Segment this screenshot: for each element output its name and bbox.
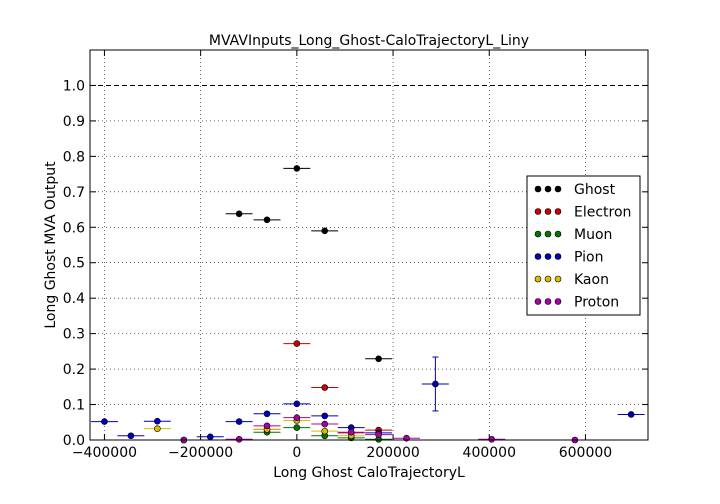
y-tick-label: 0.5 [63, 256, 85, 272]
data-point [154, 417, 161, 425]
data-point [293, 165, 301, 172]
y-tick-label: 0.4 [63, 291, 85, 307]
y-tick-label: 0.2 [63, 362, 85, 378]
y-tick-label: 0.7 [63, 185, 85, 201]
legend-marker [544, 253, 552, 260]
y-tick-label: 0.8 [63, 149, 85, 165]
legend-marker [544, 275, 552, 283]
legend-marker [544, 208, 552, 215]
data-point [263, 422, 271, 430]
legend-marker [534, 275, 542, 283]
y-tick-label: 0.0 [63, 433, 85, 449]
legend-marker [544, 185, 552, 193]
legend-marker [534, 208, 542, 215]
legend-marker [534, 253, 542, 260]
legend-marker [544, 298, 552, 305]
legend-marker [534, 230, 542, 238]
legend-label-ghost: Ghost [574, 182, 616, 198]
x-tick-label: 600000 [559, 445, 612, 461]
legend-marker [554, 275, 562, 283]
data-point [235, 210, 243, 218]
data-point [263, 216, 271, 224]
legend-marker [534, 298, 542, 305]
data-point [235, 418, 243, 425]
legend-marker [544, 230, 552, 238]
axis-ticks: −400000 −200000 0 200000 400000 600000 0.0 0.1 0… [63, 50, 648, 461]
data-point [293, 424, 301, 431]
data-point [321, 384, 329, 391]
data-point [375, 431, 382, 438]
y-axis-label: Long Ghost MVA Output [43, 161, 59, 329]
series-ghost [225, 165, 393, 363]
data-point [347, 428, 355, 436]
legend-marker [554, 253, 562, 260]
legend-label-pion: Pion [574, 250, 603, 266]
legend-marker [554, 185, 562, 193]
data-point [375, 355, 382, 363]
y-tick-label: 0.3 [63, 327, 85, 343]
x-tick-label: 400000 [463, 445, 516, 461]
chart-title: MVAVInputs_Long_Ghost-CaloTrajectoryL_Li… [209, 33, 529, 49]
legend-marker [554, 208, 562, 215]
y-tick-label: 0.6 [63, 220, 85, 236]
data-point [321, 420, 329, 428]
data-point [321, 427, 329, 435]
data-point [154, 425, 161, 432]
data-point [127, 432, 135, 440]
legend-label-muon: Muon [574, 227, 612, 243]
x-tick-label: 200000 [366, 445, 419, 461]
plot-frame [89, 49, 649, 441]
legend-label-proton: Proton [574, 295, 619, 311]
legend-marker [554, 298, 562, 305]
y-tick-label: 0.9 [63, 114, 85, 130]
data-point [293, 414, 301, 421]
legend-frame [526, 175, 641, 316]
data-point [101, 418, 108, 425]
legend-marker [554, 230, 562, 238]
x-tick-label: 0 [292, 445, 301, 461]
data-point [627, 411, 635, 418]
legend-label-electron: Electron [574, 205, 631, 221]
legend: Ghost Electron Muon Pion Kaon Proton [526, 175, 641, 316]
data-point [293, 340, 301, 347]
data-point [263, 410, 271, 418]
legend-label-kaon: Kaon [574, 272, 609, 288]
data-point [432, 380, 439, 388]
data-point [235, 435, 243, 443]
series-muon [253, 424, 393, 443]
data-point [293, 400, 301, 408]
x-tick-label: −200000 [168, 445, 233, 461]
legend-marker [534, 185, 542, 193]
x-tick-label: −400000 [72, 445, 137, 461]
x-axis-label: Long Ghost CaloTrajectoryL [273, 465, 465, 481]
data-point [321, 227, 329, 235]
y-tick-label: 0.1 [63, 398, 85, 414]
data-point [206, 433, 214, 441]
y-tick-label: 1.0 [63, 78, 85, 94]
data-point [488, 435, 495, 443]
data-point [321, 412, 329, 420]
